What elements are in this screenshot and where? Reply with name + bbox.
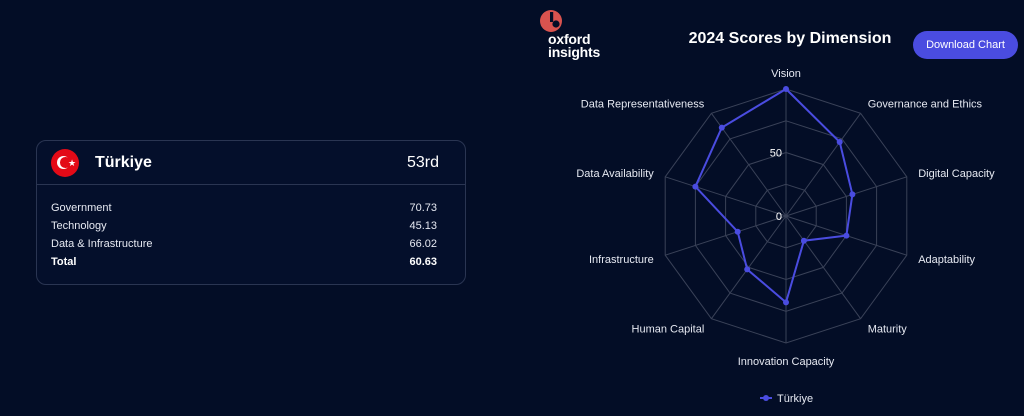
score-label: Data & Infrastructure (51, 238, 153, 250)
score-row-data-infrastructure: Data & Infrastructure 66.02 (51, 235, 437, 253)
radar-spoke (665, 176, 787, 217)
axis-label: Adaptability (918, 254, 975, 266)
axis-label: Digital Capacity (918, 168, 995, 180)
radar-spoke (785, 176, 907, 217)
logo-line-1: oxford (548, 31, 591, 47)
axis-label: Human Capital (632, 324, 705, 336)
legend-marker-icon (763, 395, 769, 401)
tick-label: 50 (770, 148, 782, 160)
score-value: 66.02 (409, 238, 437, 250)
country-name: Türkiye (95, 153, 152, 171)
logo-text: oxford insights (548, 31, 601, 60)
axis-label: Innovation Capacity (738, 356, 835, 368)
score-label: Government (51, 202, 112, 214)
radar-spoke (665, 215, 787, 256)
turkey-flag-icon: ★ (51, 148, 79, 177)
series-point (783, 299, 789, 306)
axis-label: Governance and Ethics (868, 99, 983, 111)
card-header: ★ Türkiye 53rd (37, 141, 465, 185)
legend-label: Türkiye (777, 393, 813, 405)
download-chart-button[interactable]: Download Chart (913, 31, 1018, 59)
series-point (718, 124, 725, 131)
axis-label: Vision (771, 68, 801, 80)
score-label: Technology (51, 220, 107, 232)
country-score-card: ★ Türkiye 53rd Government 70.73 Technolo… (36, 140, 466, 285)
score-label: Total (51, 256, 77, 268)
series-line (694, 87, 854, 305)
radar-spoke (710, 113, 787, 217)
series-point (800, 237, 807, 244)
series-point (836, 139, 843, 145)
oxford-insights-logo-icon (540, 10, 562, 32)
score-value: 60.63 (409, 256, 437, 268)
score-row-total: Total 60.63 (51, 253, 437, 271)
axis-label: Data Availability (576, 168, 654, 180)
radar-spoke (785, 113, 862, 217)
score-rows: Government 70.73 Technology 45.13 Data &… (37, 185, 465, 271)
axis-label: Data Representativeness (581, 99, 705, 111)
axis-label: Maturity (868, 324, 908, 336)
score-value: 45.13 (409, 220, 437, 232)
chart-title: 2024 Scores by Dimension (688, 30, 892, 47)
tick-label: 0 (776, 211, 782, 223)
radar-spoke (785, 215, 862, 319)
series-point (692, 183, 699, 190)
score-row-technology: Technology 45.13 (51, 217, 437, 235)
score-row-government: Government 70.73 (51, 199, 437, 217)
oxford-insights-logo: oxford insights (538, 9, 618, 61)
score-value: 70.73 (409, 202, 437, 214)
logo-line-2: insights (548, 44, 601, 60)
series-point (734, 228, 741, 235)
series-point (849, 191, 856, 198)
country-rank: 53rd (406, 153, 439, 171)
axis-label: Infrastructure (589, 254, 654, 266)
series-point (843, 232, 850, 239)
series-point (783, 86, 789, 92)
series-point (744, 266, 751, 273)
